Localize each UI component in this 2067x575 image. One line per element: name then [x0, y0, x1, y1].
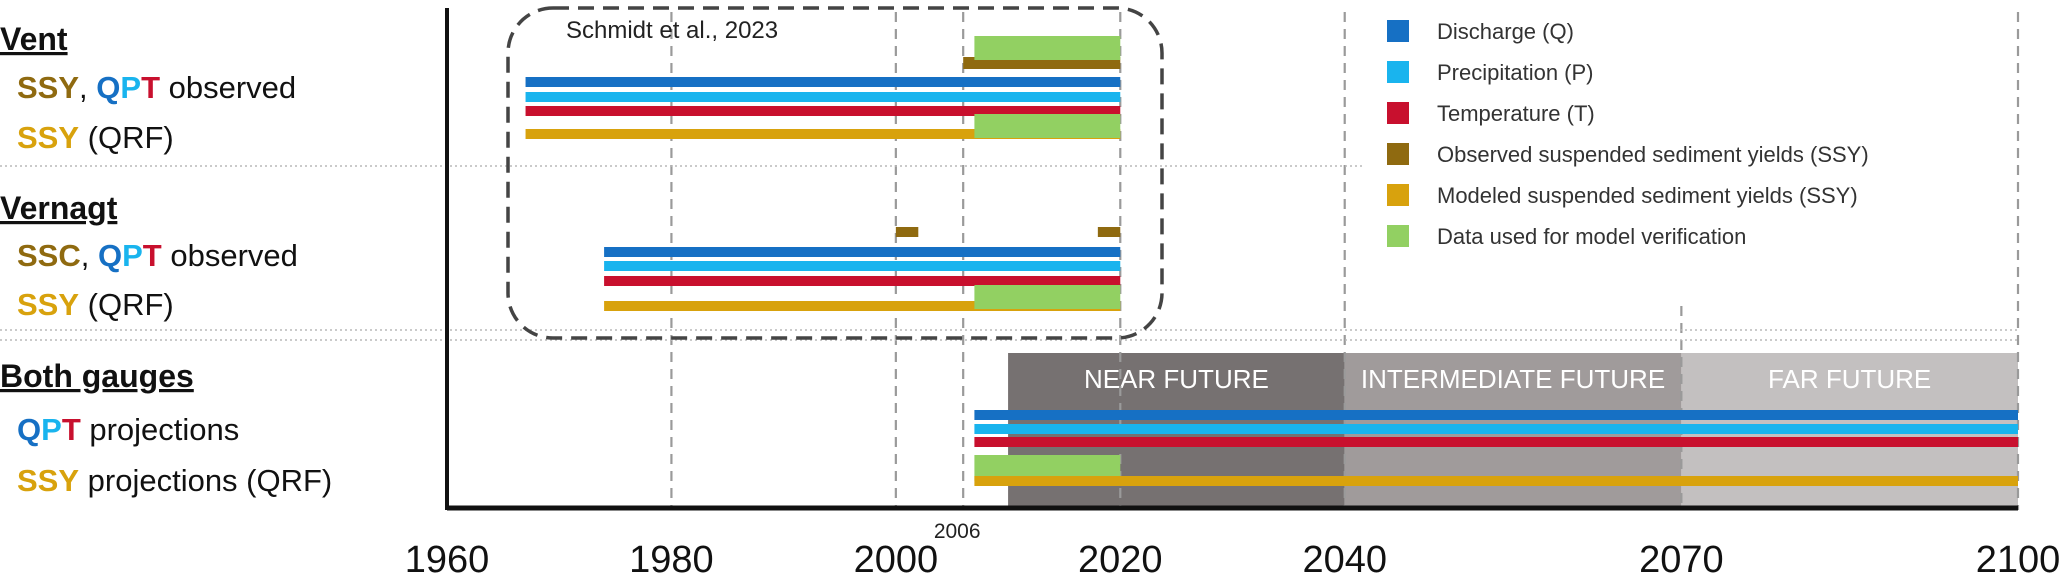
x-tick-label-4: 2040: [1302, 539, 1387, 575]
x-tick-label-2: 2000: [854, 539, 939, 575]
bar-9: [604, 247, 1121, 257]
schmidt-box: Schmidt et al., 2023: [506, 6, 1164, 340]
bar-16: [974, 437, 2018, 447]
x-tick-label-0: 1960: [405, 539, 490, 575]
row-label-part: SSC: [17, 238, 81, 273]
legend-swatch-2: [1387, 102, 1409, 124]
row-label-part: SSY: [17, 287, 79, 322]
x-tick-label-1: 1980: [629, 539, 714, 575]
row-label-part: P: [122, 238, 143, 273]
row-label-part: T: [62, 412, 81, 447]
row-label-part: projections: [81, 412, 240, 447]
row-label-part: Q: [96, 70, 120, 105]
row-label-part: SSY: [17, 120, 79, 155]
bar-6: [974, 114, 1121, 138]
x-minor-tick-label: 2006: [934, 520, 981, 543]
bar-4: [525, 129, 1121, 139]
row-label-part: projections (QRF): [79, 463, 332, 498]
schmidt-dashed-box: [506, 6, 1164, 340]
row-label-part: P: [120, 70, 141, 105]
period-label-0: NEAR FUTURE: [1084, 364, 1269, 394]
period-label-2: FAR FUTURE: [1768, 364, 1931, 394]
legend-label-4: Modeled suspended sediment yields (SSY): [1437, 183, 1858, 208]
bar-5: [974, 36, 1121, 60]
bar-1: [525, 77, 1121, 87]
x-tick-label-3: 2020: [1078, 539, 1163, 575]
row-label-part: (QRF): [79, 120, 174, 155]
legend-swatch-4: [1387, 184, 1409, 206]
bar-3: [525, 106, 1121, 116]
bar-8: [1097, 227, 1121, 237]
row-label-1-1: SSY (QRF): [17, 287, 174, 322]
legend-label-2: Temperature (T): [1437, 101, 1595, 126]
row-label-1-0: SSC, QPT observed: [17, 238, 298, 273]
x-tick-label-6: 2100: [1976, 539, 2061, 575]
row-label-part: (QRF): [79, 287, 174, 322]
row-label-part: observed: [160, 70, 296, 105]
row-label-part: Q: [17, 412, 41, 447]
period-label-1: INTERMEDIATE FUTURE: [1361, 364, 1665, 394]
legend: Discharge (Q) Precipitation (P) Temperatur…: [1387, 19, 1869, 249]
bar-10: [604, 261, 1121, 271]
legend-label-5: Data used for model verification: [1437, 224, 1746, 249]
bar-14: [974, 410, 2018, 420]
x-tick-label-5: 2070: [1639, 539, 1724, 575]
bar-18: [974, 476, 2018, 486]
group-separators: [0, 165, 2018, 341]
row-label-part: T: [143, 238, 162, 273]
group-heading-0: Vent: [0, 21, 68, 57]
row-label-0-0: SSY, QPT observed: [17, 70, 296, 105]
axes: 1960 1980 2000 2020 2040 2070 2100 2006: [405, 8, 2061, 575]
schmidt-annotation: Schmidt et al., 2023: [566, 17, 778, 44]
bar-7: [895, 227, 919, 237]
legend-label-0: Discharge (Q): [1437, 19, 1574, 44]
legend-swatch-3: [1387, 143, 1409, 165]
row-label-part: Q: [98, 238, 122, 273]
bar-13: [974, 285, 1121, 309]
row-label-2-1: SSY projections (QRF): [17, 463, 332, 498]
row-label-part: P: [41, 412, 62, 447]
row-label-0-1: SSY (QRF): [17, 120, 174, 155]
bar-2: [525, 92, 1121, 102]
group-heading-2: Both gauges: [0, 358, 194, 394]
row-label-part: ,: [79, 70, 96, 105]
legend-swatch-1: [1387, 61, 1409, 83]
legend-swatch-0: [1387, 20, 1409, 42]
bars: [525, 36, 2018, 486]
legend-label-3: Observed suspended sediment yields (SSY): [1437, 142, 1869, 167]
row-label-part: observed: [162, 238, 298, 273]
bar-15: [974, 424, 2018, 434]
row-label-part: SSY: [17, 70, 79, 105]
bar-12: [604, 301, 1121, 311]
legend-swatch-5: [1387, 225, 1409, 247]
group-heading-1: Vernagt: [0, 190, 118, 226]
row-label-part: SSY: [17, 463, 79, 498]
row-label-part: T: [141, 70, 160, 105]
legend-label-1: Precipitation (P): [1437, 60, 1594, 85]
row-label-part: ,: [81, 238, 98, 273]
row-label-2-0: QPT projections: [17, 412, 239, 447]
bar-11: [604, 276, 1121, 286]
